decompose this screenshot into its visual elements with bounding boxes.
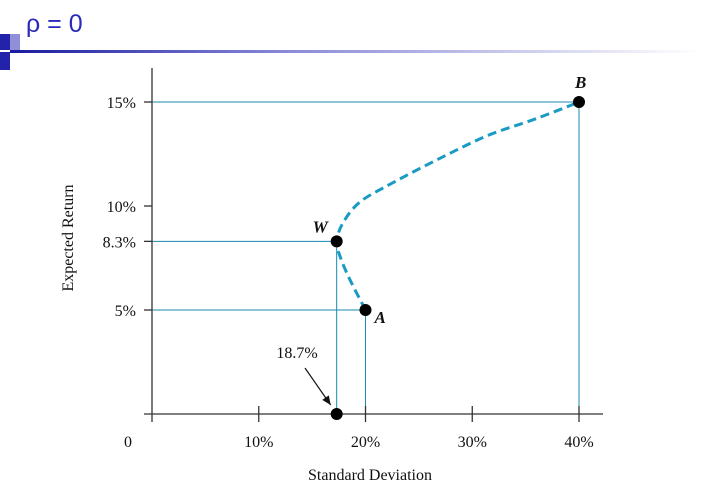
labels-layer: 10% 20% 30% 40% 0 5% 8.3% 10% 15% Standard Deviat… xyxy=(60,73,594,484)
y-axis-title: Expected Return xyxy=(60,184,77,291)
title-accent-square-lower xyxy=(0,52,10,70)
origin-label: 0 xyxy=(124,434,132,451)
slide-title: ρ = 0 xyxy=(26,10,83,38)
frontier-layer xyxy=(335,100,580,311)
point-label-b: B xyxy=(574,73,586,92)
point-w xyxy=(330,235,343,248)
x-tick-label: 30% xyxy=(458,434,487,451)
point-label-a: A xyxy=(374,308,386,327)
y-tick-label: 8.3% xyxy=(103,234,136,251)
title-underline-bar xyxy=(10,50,700,53)
y-tick-label: 15% xyxy=(107,95,136,112)
guide-lines xyxy=(152,101,580,414)
axes xyxy=(144,68,603,422)
x-axis-title: Standard Deviation xyxy=(308,467,432,484)
title-accent-square-dark xyxy=(0,34,10,50)
point-b xyxy=(573,96,585,108)
points-layer xyxy=(330,96,585,420)
x-tick-label: 10% xyxy=(244,434,273,451)
x-tick-label: 20% xyxy=(351,434,380,451)
annotation-arrow-head xyxy=(322,395,331,405)
x-tick-label: 40% xyxy=(564,434,593,451)
title-accent-square-light xyxy=(10,34,20,50)
point-annotation-target xyxy=(330,408,343,420)
y-tick-label: 5% xyxy=(115,303,136,320)
y-tick-label: 10% xyxy=(107,199,136,216)
annotation-label: 18.7% xyxy=(276,345,317,362)
point-a xyxy=(359,304,372,316)
frontier-curve xyxy=(335,100,580,311)
point-label-w: W xyxy=(313,217,330,236)
